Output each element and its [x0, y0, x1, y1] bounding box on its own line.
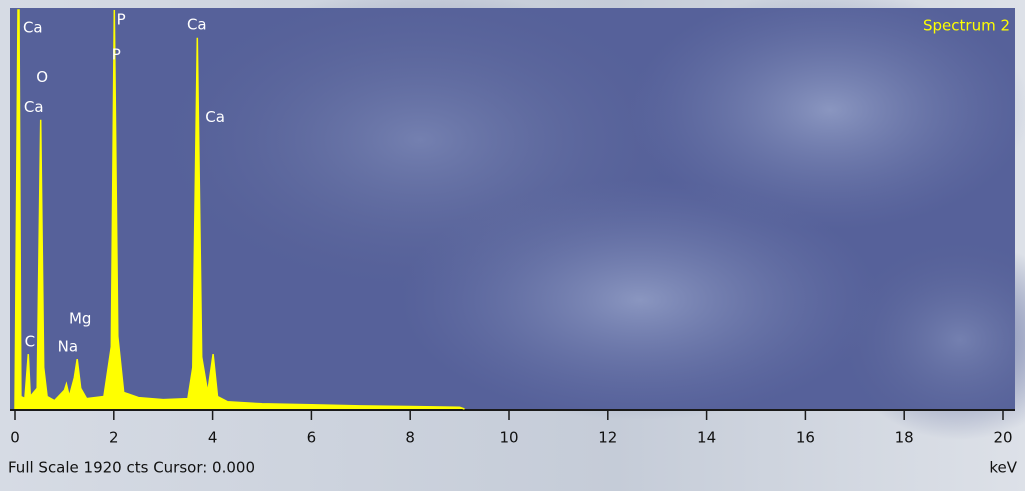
x-tick-label: 6: [307, 429, 317, 447]
peak-label: Ca: [23, 18, 43, 36]
x-tick-label: 0: [10, 429, 20, 447]
x-tick-label: 14: [697, 429, 716, 447]
x-tick-label: 10: [499, 429, 518, 447]
x-tick-label: 18: [895, 429, 914, 447]
x-tick-label: 2: [109, 429, 119, 447]
x-tick-label: 16: [796, 429, 815, 447]
peak-label: C: [25, 333, 35, 351]
x-tick-label: 8: [405, 429, 415, 447]
footer: Full Scale 1920 cts Cursor: 0.000: [8, 459, 255, 477]
peak-label: Ca: [187, 15, 207, 33]
x-tick-label: 12: [598, 429, 617, 447]
peak-label: Ca: [24, 98, 44, 116]
peak-label: Mg: [69, 310, 91, 328]
peak-label: O: [36, 68, 48, 86]
x-tick-label: 4: [208, 429, 218, 447]
x-tick-label: 20: [993, 429, 1012, 447]
texture: [400, 180, 880, 420]
chart-title: Spectrum 2: [923, 17, 1010, 35]
peak-label: Na: [58, 338, 78, 356]
peak-label: Ca: [205, 108, 225, 126]
peak-label: P: [117, 10, 126, 28]
spectrum-view: Spectrum 2 Full Scale 1920 cts Cursor: 0…: [0, 0, 1025, 491]
x-axis-label: keV: [989, 459, 1017, 477]
peak-label: P: [112, 45, 121, 63]
